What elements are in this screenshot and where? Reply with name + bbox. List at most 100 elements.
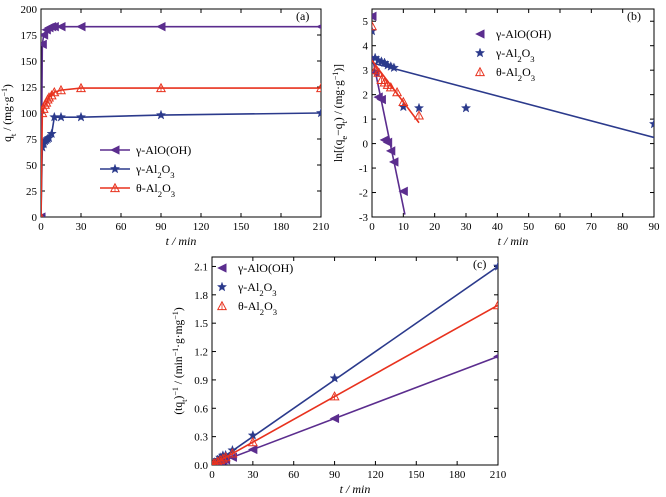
y-tick-label: 3: [363, 65, 369, 77]
legend-label: θ-Al2O3: [496, 65, 535, 83]
legend-label: γ-AlO(OH): [495, 27, 551, 41]
x-tick-label: 90: [156, 221, 168, 233]
x-tick-label: 180: [273, 221, 290, 233]
x-tick-label: 0: [209, 469, 215, 481]
x-tick-label: 50: [523, 221, 535, 233]
y-tick-label: 2: [363, 90, 369, 102]
data-point: [155, 82, 167, 93]
y-tick-label: 0.0: [194, 460, 208, 472]
data-point: [460, 102, 472, 113]
x-tick-label: 120: [367, 469, 384, 481]
panel-label: (c): [473, 257, 486, 271]
data-point: [376, 94, 386, 105]
fit-line: [212, 355, 498, 465]
data-point: [75, 82, 87, 93]
legend-label: θ-Al2O3: [238, 299, 277, 317]
legend-marker: [475, 29, 485, 39]
y-tick-label: 1.2: [194, 347, 208, 359]
y-tick-label: 0.3: [194, 432, 208, 444]
series-1: [41, 107, 321, 217]
x-tick-label: 210: [490, 469, 507, 481]
y-tick-label: 150: [21, 56, 38, 68]
data-point: [329, 372, 340, 383]
legend-label: γ-AlO(OH): [237, 261, 293, 275]
x-tick-label: 150: [408, 469, 425, 481]
x-tick-label: 60: [288, 469, 300, 481]
x-tick-label: 30: [76, 221, 88, 233]
fit-line: [372, 62, 654, 139]
y-tick-label: 0.6: [194, 403, 208, 415]
x-tick-label: 90: [649, 221, 661, 233]
x-tick-label: 60: [116, 221, 128, 233]
legend-label: γ-AlO(OH): [135, 143, 191, 157]
series-2: [372, 20, 425, 124]
legend-marker: [474, 66, 486, 77]
legend-label: γ-Al2O3: [135, 162, 175, 180]
legend-label: θ-Al2O3: [136, 181, 175, 199]
legend-marker: [216, 281, 228, 292]
y-tick-label: 0: [363, 139, 369, 151]
data-point: [385, 146, 396, 156]
data-point: [247, 436, 258, 447]
legend-marker: [216, 300, 228, 311]
fit-line: [212, 265, 498, 465]
y-tick-label: 175: [21, 30, 38, 42]
panel-b-pseudo-first-order-chart: 0 10 20 30 40 50 60 70 80 90 -3 -2 -1 0 1 2 3 4 5 t / min ln…: [331, 8, 661, 248]
data-point: [492, 299, 498, 310]
x-tick-label: 10: [398, 221, 410, 233]
data-point: [398, 96, 409, 107]
y-tick-label: 125: [21, 82, 38, 94]
plot-area: [372, 11, 654, 215]
y-tick-label: 2.1: [194, 261, 208, 273]
y-tick-label: 5: [363, 16, 369, 28]
y-tick-label: 25: [26, 186, 38, 198]
y-tick-label: 1.8: [194, 290, 208, 302]
x-tick-label: 40: [492, 221, 504, 233]
plot-frame: [371, 8, 655, 218]
plot-frame: [211, 256, 499, 466]
data-point: [56, 21, 66, 32]
y-tick-label: -3: [359, 212, 369, 224]
x-tick-label: 30: [247, 469, 259, 481]
legend-label: γ-Al2O3: [495, 46, 535, 64]
series-line: [41, 112, 321, 217]
data-point: [46, 128, 57, 139]
x-tick-label: 70: [586, 221, 598, 233]
x-tick-label: 30: [461, 221, 473, 233]
series-2: [212, 299, 498, 465]
x-tick-label: 60: [555, 221, 567, 233]
x-tick-label: 210: [313, 221, 330, 233]
legend-label: γ-Al2O3: [237, 280, 277, 298]
data-point: [373, 67, 384, 77]
data-point: [315, 107, 321, 118]
legend-marker: [109, 163, 121, 174]
data-point: [372, 20, 378, 31]
legend-marker: [217, 263, 227, 273]
data-point: [413, 110, 425, 120]
data-point: [492, 261, 498, 271]
data-point: [41, 211, 44, 217]
panel-label: (b): [627, 9, 641, 23]
series-line: [41, 25, 321, 217]
y-tick-label: 200: [21, 4, 38, 16]
data-point: [247, 444, 258, 455]
x-axis-label: t / min: [166, 234, 197, 248]
data-point: [398, 186, 408, 196]
y-tick-label: 0.9: [194, 375, 208, 387]
y-tick-label: 75: [26, 134, 38, 146]
data-point: [372, 11, 377, 22]
data-point: [388, 62, 400, 73]
y-tick-label: 100: [21, 108, 38, 120]
series-0: [212, 354, 498, 465]
y-tick-label: 4: [363, 41, 369, 53]
data-point: [75, 111, 87, 122]
data-point: [76, 21, 86, 32]
legend-marker: [110, 145, 120, 155]
panel-a-isotherm-chart: 0 30 60 90 120 150 180 210 0 25 50 75 100 125 150 175 20…: [0, 4, 330, 248]
data-point: [156, 21, 166, 32]
y-axis-label: (tqt)−1 / (min−1·g·mg−1): [171, 307, 190, 415]
